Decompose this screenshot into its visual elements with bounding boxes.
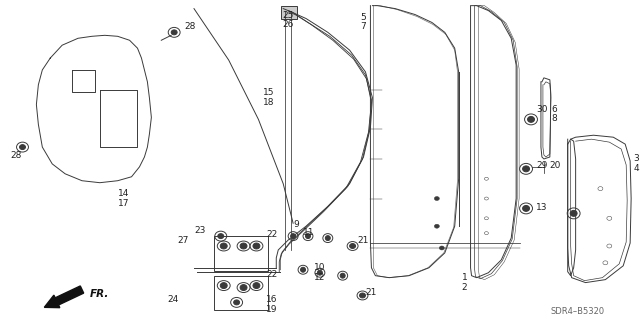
Text: 15: 15 (264, 88, 275, 97)
Text: 21: 21 (358, 236, 369, 245)
Text: 28: 28 (11, 151, 22, 160)
Text: 16: 16 (266, 295, 278, 304)
Text: 13: 13 (536, 204, 547, 212)
Ellipse shape (435, 224, 439, 228)
Text: 19: 19 (266, 305, 278, 314)
Text: 5: 5 (360, 12, 366, 22)
Text: 22: 22 (266, 270, 278, 279)
Text: 27: 27 (177, 236, 189, 245)
Text: 9: 9 (293, 220, 299, 229)
Ellipse shape (349, 243, 356, 249)
Ellipse shape (301, 267, 305, 272)
Text: 28: 28 (184, 22, 195, 32)
Text: 6: 6 (552, 105, 557, 114)
Ellipse shape (220, 283, 227, 289)
Text: 10: 10 (314, 263, 325, 272)
Text: 25: 25 (282, 11, 294, 19)
Ellipse shape (325, 236, 330, 241)
Text: 29: 29 (536, 161, 547, 170)
Text: 22: 22 (266, 230, 278, 239)
Ellipse shape (20, 145, 26, 150)
Ellipse shape (570, 211, 577, 216)
Text: 7: 7 (360, 22, 366, 32)
Ellipse shape (360, 293, 365, 298)
Ellipse shape (435, 197, 439, 201)
Ellipse shape (527, 116, 534, 122)
Text: SDR4–B5320: SDR4–B5320 (551, 307, 605, 316)
Text: 26: 26 (282, 20, 294, 29)
Text: 20: 20 (550, 161, 561, 170)
Text: 2: 2 (461, 283, 467, 292)
Ellipse shape (305, 234, 310, 239)
Text: 4: 4 (633, 164, 639, 173)
Bar (214, 236, 268, 271)
Text: 23: 23 (194, 226, 205, 235)
Text: FR.: FR. (90, 289, 109, 300)
Text: 12: 12 (314, 273, 325, 282)
Ellipse shape (523, 166, 529, 172)
Bar (281, 6, 297, 19)
FancyArrow shape (44, 286, 84, 308)
Text: 14: 14 (118, 189, 129, 198)
Ellipse shape (317, 270, 323, 275)
Text: 18: 18 (264, 98, 275, 107)
Text: 1: 1 (461, 273, 467, 282)
Text: 21: 21 (365, 287, 377, 297)
Ellipse shape (523, 205, 529, 211)
Bar (214, 276, 268, 310)
Text: 8: 8 (552, 115, 557, 123)
Ellipse shape (220, 243, 227, 249)
Ellipse shape (439, 246, 444, 250)
Ellipse shape (171, 30, 177, 35)
Text: 11: 11 (303, 228, 314, 237)
Ellipse shape (253, 283, 260, 289)
Ellipse shape (240, 285, 247, 291)
Ellipse shape (234, 300, 239, 305)
Ellipse shape (253, 243, 260, 249)
Text: 17: 17 (118, 198, 129, 208)
Ellipse shape (240, 243, 247, 249)
Ellipse shape (218, 234, 224, 239)
Ellipse shape (291, 234, 296, 239)
Text: 3: 3 (633, 154, 639, 163)
Text: 30: 30 (536, 105, 547, 114)
Ellipse shape (340, 273, 345, 278)
Text: 24: 24 (167, 295, 179, 304)
